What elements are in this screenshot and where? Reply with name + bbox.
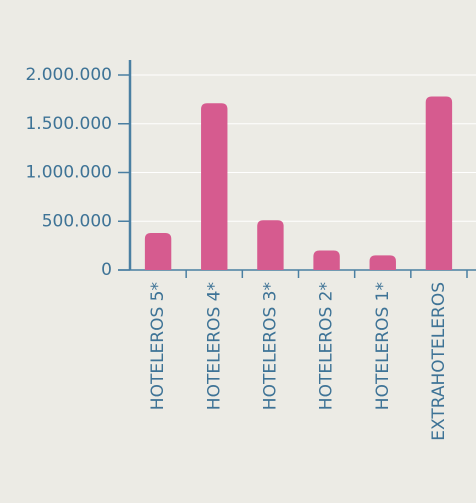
y-tick-label: 2.000.000 (25, 65, 112, 85)
y-tick-label: 1.500.000 (25, 114, 112, 134)
x-tick-label: HOTELEROS 1* (373, 282, 393, 410)
x-tick-label: HOTELEROS 4* (204, 282, 224, 410)
y-tick-label: 500.000 (42, 211, 112, 231)
x-tick-label: HOTELEROS 5* (148, 282, 168, 410)
bar (201, 103, 228, 271)
bar (369, 255, 396, 270)
y-tick-label: 1.000.000 (25, 163, 112, 183)
bar (257, 220, 284, 270)
bar (313, 250, 340, 270)
bar (144, 232, 172, 270)
bar (425, 96, 453, 270)
x-tick-label: HOTELEROS 2* (317, 282, 337, 410)
x-tick-label: EXTRAHOTELEROS (429, 282, 449, 441)
x-tick-label: HOTELEROS 3* (260, 282, 280, 410)
y-tick-label: 0 (101, 260, 112, 280)
